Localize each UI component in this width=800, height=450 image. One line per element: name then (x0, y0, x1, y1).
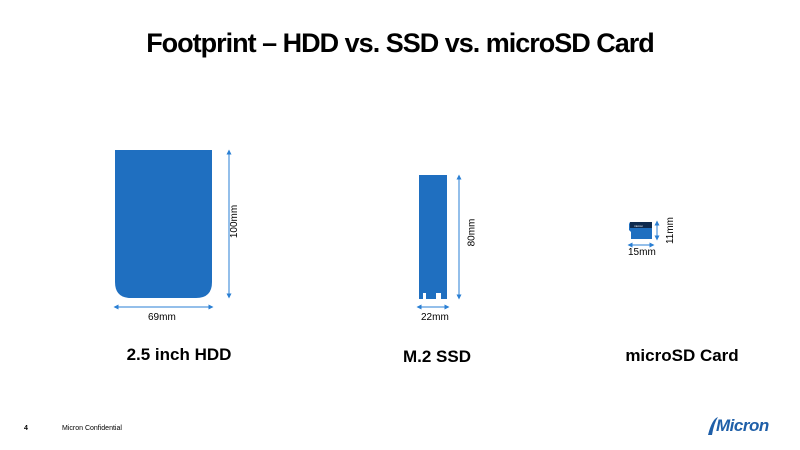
ssd-height-label: 80mm (466, 218, 478, 247)
svg-text:micron: micron (634, 224, 643, 228)
microsd-width-label: 15mm (628, 247, 656, 258)
ssd-label: M.2 SSD (402, 347, 472, 366)
hdd-height-label: 100mm (229, 204, 241, 239)
microsd-label: microSD Card (625, 346, 739, 365)
microsd-height-label: 11mm (665, 216, 677, 245)
page-number: 4 (24, 425, 28, 432)
hdd-shape (115, 150, 212, 298)
hdd-width-label: 69mm (148, 312, 176, 323)
micron-logo-icon (708, 417, 718, 435)
hdd-label: 2.5 inch HDD (126, 345, 232, 364)
micron-logo-text: Micron (716, 416, 769, 435)
ssd-width-label: 22mm (421, 312, 449, 323)
slide-title: Footprint – HDD vs. SSD vs. microSD Card (146, 28, 655, 58)
confidential-label: Micron Confidential (62, 425, 122, 432)
ssd-shape (419, 175, 447, 299)
